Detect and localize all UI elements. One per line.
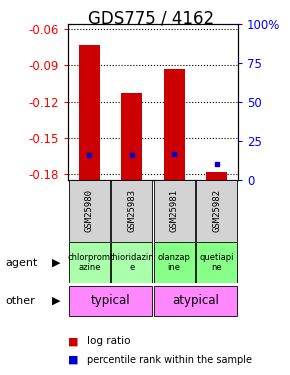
Bar bbox=[164, 69, 185, 180]
Text: log ratio: log ratio bbox=[87, 336, 130, 346]
Bar bbox=[69, 180, 110, 242]
Text: quetiapi
ne: quetiapi ne bbox=[199, 253, 234, 272]
Bar bbox=[79, 45, 100, 180]
Text: GSM25982: GSM25982 bbox=[212, 189, 221, 232]
Text: ▶: ▶ bbox=[52, 296, 61, 306]
Bar bbox=[154, 242, 195, 283]
Text: GSM25980: GSM25980 bbox=[85, 189, 94, 232]
Bar bbox=[196, 242, 237, 283]
Text: GDS775 / 4162: GDS775 / 4162 bbox=[88, 9, 214, 27]
Text: agent: agent bbox=[6, 258, 38, 267]
Text: olanzap
ine: olanzap ine bbox=[158, 253, 191, 272]
Bar bbox=[69, 286, 152, 316]
Text: ■: ■ bbox=[68, 355, 79, 365]
Text: GSM25983: GSM25983 bbox=[127, 189, 136, 232]
Text: chlorprom
azine: chlorprom azine bbox=[68, 253, 111, 272]
Text: percentile rank within the sample: percentile rank within the sample bbox=[87, 355, 252, 365]
Text: typical: typical bbox=[91, 294, 130, 307]
Text: atypical: atypical bbox=[172, 294, 219, 307]
Bar bbox=[154, 286, 237, 316]
Bar bbox=[111, 242, 152, 283]
Text: ■: ■ bbox=[68, 336, 79, 346]
Text: other: other bbox=[6, 296, 36, 306]
Bar bbox=[69, 242, 110, 283]
Text: GSM25981: GSM25981 bbox=[170, 189, 179, 232]
Text: ▶: ▶ bbox=[52, 258, 61, 267]
Text: thioridazin
e: thioridazin e bbox=[109, 253, 154, 272]
Bar bbox=[154, 180, 195, 242]
Bar bbox=[111, 180, 152, 242]
Bar bbox=[196, 180, 237, 242]
Bar bbox=[121, 93, 142, 180]
Bar bbox=[206, 171, 227, 180]
